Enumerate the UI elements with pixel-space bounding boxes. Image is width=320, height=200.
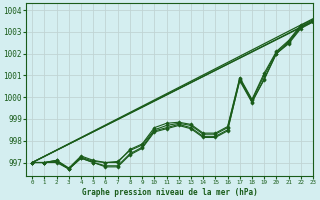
X-axis label: Graphe pression niveau de la mer (hPa): Graphe pression niveau de la mer (hPa) — [82, 188, 258, 197]
